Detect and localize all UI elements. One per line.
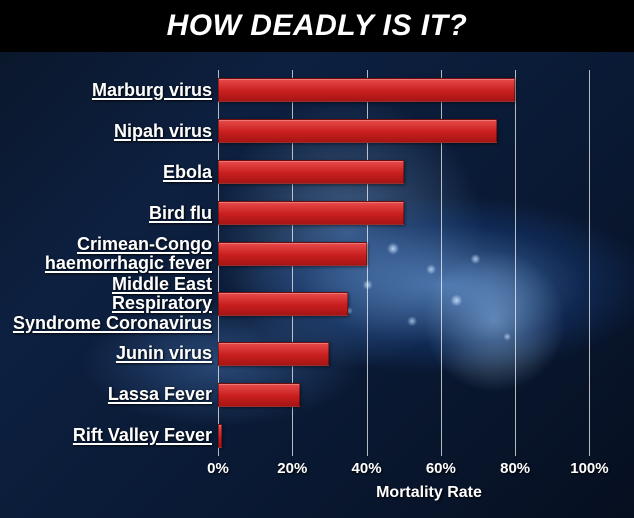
category-label: Rift Valley Fever — [10, 426, 218, 445]
bar — [218, 160, 404, 184]
x-tick-label: 80% — [500, 460, 530, 477]
mortality-bar-chart: Marburg virus Nipah virus Ebola Bird flu Cri… — [10, 66, 616, 508]
chart-row: Crimean-Congohaemorrhagic fever — [10, 234, 608, 275]
category-label: Ebola — [10, 163, 218, 182]
bar-track — [218, 234, 608, 275]
bar-track — [218, 275, 608, 333]
bar-track — [218, 111, 608, 152]
category-label: Nipah virus — [10, 122, 218, 141]
category-label: Lassa Fever — [10, 385, 218, 404]
category-label: Middle East RespiratorySyndrome Coronavi… — [10, 275, 218, 333]
category-label: Crimean-Congohaemorrhagic fever — [10, 235, 218, 274]
bar-track — [218, 374, 608, 415]
category-label: Bird flu — [10, 204, 218, 223]
x-tick-label: 20% — [277, 460, 307, 477]
chart-row: Lassa Fever — [10, 374, 608, 415]
bar-track — [218, 70, 608, 111]
chart-row: Ebola — [10, 152, 608, 193]
chart-row: Bird flu — [10, 193, 608, 234]
bar — [218, 242, 367, 266]
chart-row: Nipah virus — [10, 111, 608, 152]
x-tick-label: 100% — [570, 460, 608, 477]
x-axis-label: Mortality Rate — [218, 484, 608, 502]
bar — [218, 383, 300, 407]
chart-row: Rift Valley Fever — [10, 415, 608, 456]
chart-title: HOW DEADLY IS IT? — [167, 9, 468, 43]
bar — [218, 78, 515, 102]
chart-row: Middle East RespiratorySyndrome Coronavi… — [10, 275, 608, 333]
x-tick-label: 40% — [352, 460, 382, 477]
bar-track — [218, 152, 608, 193]
chart-rows: Marburg virus Nipah virus Ebola Bird flu Cri… — [10, 70, 608, 456]
chart-container: Marburg virus Nipah virus Ebola Bird flu Cri… — [0, 52, 634, 518]
category-label: Junin virus — [10, 344, 218, 363]
x-axis: 0%20%40%60%80%100% — [218, 460, 608, 480]
title-bar: HOW DEADLY IS IT? — [0, 0, 634, 52]
bar-track — [218, 415, 608, 456]
x-tick-label: 60% — [426, 460, 456, 477]
chart-row: Marburg virus — [10, 70, 608, 111]
bar — [218, 292, 348, 316]
bar-track — [218, 333, 608, 374]
bar — [218, 119, 497, 143]
bar-track — [218, 193, 608, 234]
bar — [218, 201, 404, 225]
bar — [218, 342, 329, 366]
category-label: Marburg virus — [10, 81, 218, 100]
x-tick-label: 0% — [207, 460, 229, 477]
chart-row: Junin virus — [10, 333, 608, 374]
bar — [218, 424, 222, 448]
